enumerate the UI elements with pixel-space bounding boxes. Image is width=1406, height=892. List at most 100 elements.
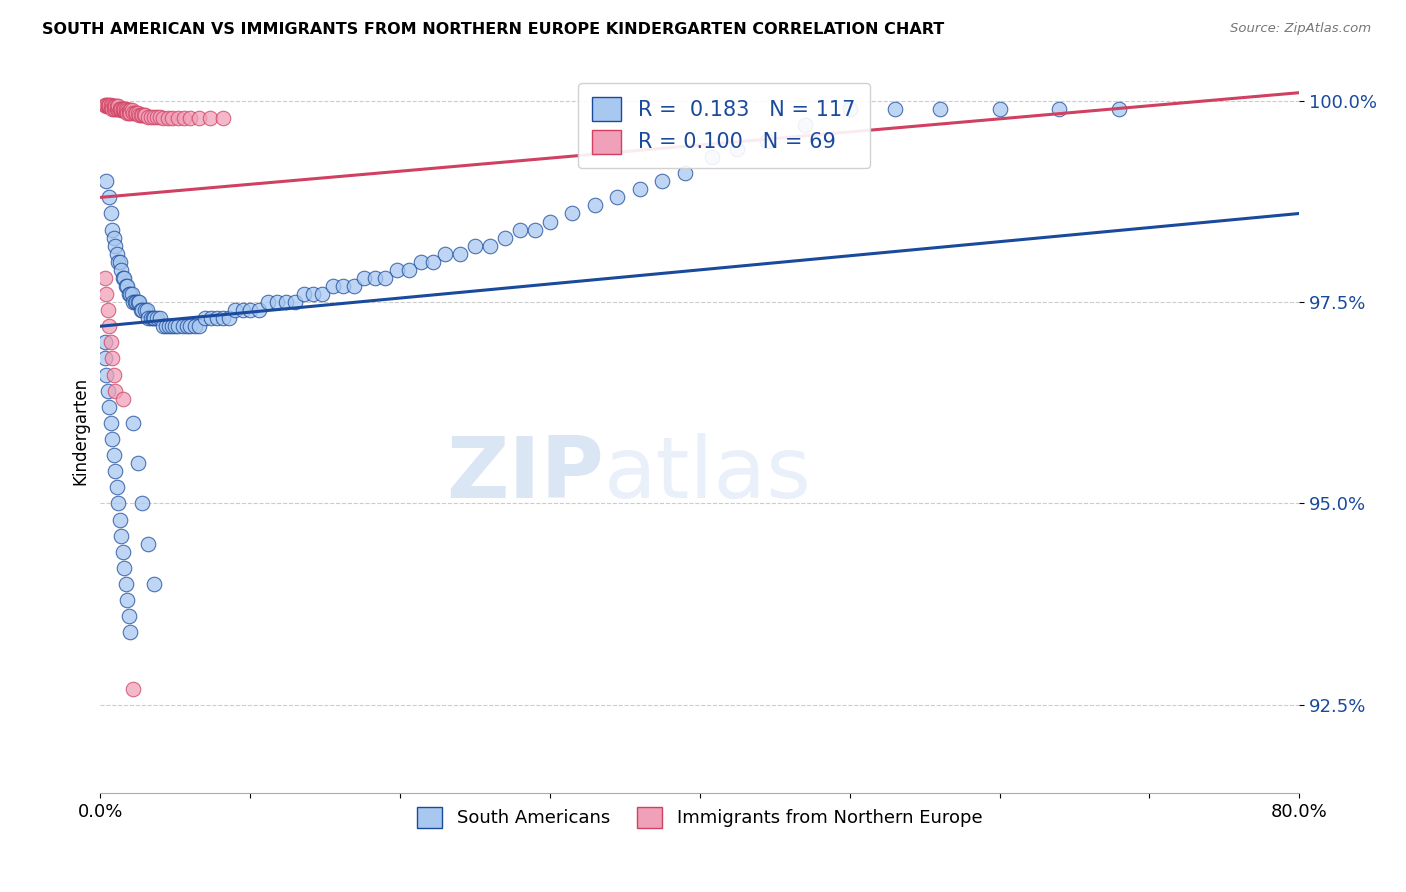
- Point: [108, 255, 131, 269]
- Point: [1049, 102, 1071, 116]
- Point: [125, 105, 148, 120]
- Point: [173, 112, 195, 126]
- Point: [120, 103, 142, 118]
- Point: [538, 214, 561, 228]
- Point: [509, 222, 531, 236]
- Y-axis label: Kindergarten: Kindergarten: [72, 377, 89, 485]
- Point: [141, 311, 163, 326]
- Point: [111, 103, 134, 118]
- Point: [124, 105, 146, 120]
- Point: [122, 681, 145, 696]
- Point: [107, 255, 129, 269]
- Point: [146, 110, 169, 124]
- Point: [311, 287, 333, 301]
- Point: [96, 287, 118, 301]
- Point: [756, 134, 779, 148]
- Point: [218, 311, 240, 326]
- Point: [188, 112, 211, 126]
- Point: [103, 230, 125, 244]
- Point: [276, 295, 298, 310]
- Point: [561, 206, 583, 220]
- Point: [157, 319, 180, 334]
- Point: [117, 105, 139, 120]
- Point: [118, 103, 141, 118]
- Point: [194, 311, 217, 326]
- Point: [149, 110, 172, 124]
- Point: [108, 512, 131, 526]
- Text: atlas: atlas: [603, 433, 811, 516]
- Point: [98, 400, 121, 414]
- Point: [207, 311, 229, 326]
- Point: [120, 105, 142, 120]
- Point: [112, 561, 135, 575]
- Point: [117, 593, 139, 607]
- Point: [114, 279, 136, 293]
- Point: [101, 432, 124, 446]
- Point: [131, 496, 153, 510]
- Text: SOUTH AMERICAN VS IMMIGRANTS FROM NORTHERN EUROPE KINDERGARTEN CORRELATION CHART: SOUTH AMERICAN VS IMMIGRANTS FROM NORTHE…: [42, 22, 945, 37]
- Point: [104, 384, 127, 398]
- Point: [122, 416, 145, 430]
- Point: [700, 150, 723, 164]
- Point: [284, 295, 307, 310]
- Point: [112, 271, 135, 285]
- Point: [110, 263, 132, 277]
- Point: [838, 102, 860, 116]
- Point: [883, 102, 905, 116]
- Point: [172, 319, 194, 334]
- Point: [112, 103, 135, 118]
- Point: [132, 108, 155, 122]
- Point: [247, 303, 270, 318]
- Point: [129, 303, 152, 318]
- Point: [162, 112, 184, 126]
- Point: [100, 206, 122, 220]
- Point: [101, 222, 124, 236]
- Point: [673, 166, 696, 180]
- Point: [103, 368, 125, 382]
- Point: [162, 319, 184, 334]
- Point: [143, 577, 166, 591]
- Point: [125, 295, 148, 310]
- Point: [134, 108, 156, 122]
- Point: [105, 99, 128, 113]
- Point: [111, 545, 134, 559]
- Point: [266, 295, 288, 310]
- Point: [188, 319, 211, 334]
- Point: [107, 496, 129, 510]
- Point: [114, 577, 136, 591]
- Point: [363, 271, 385, 285]
- Point: [122, 295, 145, 310]
- Point: [343, 279, 366, 293]
- Point: [103, 448, 125, 462]
- Point: [212, 311, 235, 326]
- Point: [98, 97, 121, 112]
- Point: [105, 480, 128, 494]
- Point: [179, 319, 201, 334]
- Point: [141, 110, 163, 124]
- Point: [353, 271, 375, 285]
- Point: [127, 295, 149, 310]
- Point: [120, 625, 142, 640]
- Point: [96, 368, 118, 382]
- Point: [1108, 102, 1130, 116]
- Point: [104, 464, 127, 478]
- Point: [127, 105, 149, 120]
- Point: [108, 102, 131, 116]
- Point: [101, 99, 124, 113]
- Point: [385, 263, 408, 277]
- Point: [103, 102, 125, 116]
- Point: [165, 319, 187, 334]
- Point: [97, 99, 120, 113]
- Point: [142, 311, 165, 326]
- Point: [434, 246, 457, 260]
- Point: [121, 103, 143, 118]
- Point: [136, 311, 159, 326]
- Point: [128, 295, 150, 310]
- Point: [98, 190, 121, 204]
- Point: [118, 105, 141, 120]
- Point: [117, 279, 139, 293]
- Point: [121, 287, 143, 301]
- Point: [105, 246, 128, 260]
- Point: [152, 319, 174, 334]
- Point: [120, 287, 142, 301]
